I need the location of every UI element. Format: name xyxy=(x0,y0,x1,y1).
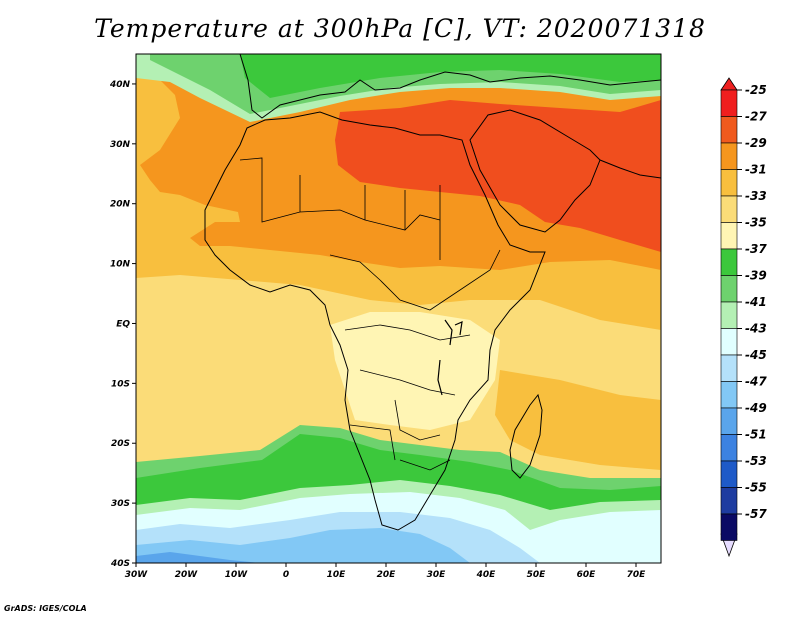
colorbar-label: -35 xyxy=(745,216,767,230)
colorbar-swatch xyxy=(720,381,738,409)
colorbar-label: -25 xyxy=(745,83,767,97)
colorbar-swatch xyxy=(720,275,738,303)
colorbar-label: -53 xyxy=(745,454,767,468)
lon-tick-label: 0 xyxy=(283,570,289,580)
colorbar-label: -45 xyxy=(745,348,767,362)
colorbar-swatch xyxy=(720,248,738,276)
colorbar-top-arrow xyxy=(720,77,738,91)
colorbar-label: -43 xyxy=(745,322,767,336)
country-borders xyxy=(239,157,501,471)
lat-tick-label: 20S xyxy=(111,439,130,449)
lon-tick-label: 20W xyxy=(175,570,199,580)
colorbar-label: -27 xyxy=(745,110,767,124)
colorbar-label: -55 xyxy=(745,481,767,495)
africa-coastline xyxy=(204,111,546,531)
lon-tick-label: 20E xyxy=(377,570,397,580)
colorbar-swatch xyxy=(720,195,738,223)
lon-tick-label: 30W xyxy=(125,570,149,580)
colorbar-swatch xyxy=(720,328,738,356)
colorbar-label: -49 xyxy=(745,401,767,415)
lon-tick-label: 60E xyxy=(577,570,597,580)
colorbar: -25 -27 -29 -31 -33 -35 -37 -39 -41 -43 -45 -47 -49 -… xyxy=(720,77,767,558)
lat-tick-label: 40S xyxy=(110,559,130,569)
lon-tick-label: 50E xyxy=(527,570,547,580)
colorbar-label: -37 xyxy=(745,242,767,256)
colorbar-label: -47 xyxy=(745,375,767,389)
field-band-blue-mid xyxy=(136,552,260,563)
colorbar-swatch xyxy=(720,487,738,515)
colorbar-swatch xyxy=(720,513,738,541)
lat-tick-label: 30S xyxy=(111,499,130,509)
inland-lakes xyxy=(437,319,463,396)
temperature-field xyxy=(136,54,661,563)
colorbar-swatch xyxy=(720,89,738,117)
colorbar-swatch xyxy=(720,222,738,250)
colorbar-label: -39 xyxy=(745,269,767,283)
colorbar-label: -41 xyxy=(745,295,767,309)
lat-tick-label: EQ xyxy=(116,319,130,329)
lat-tick-label: 20N xyxy=(110,200,131,210)
colorbar-swatch xyxy=(720,407,738,435)
lat-tick-label: 40N xyxy=(109,80,131,90)
colorbar-swatch xyxy=(720,434,738,462)
colorbar-label: -51 xyxy=(745,428,767,442)
map-title: Temperature at 300hPa [C], VT: 202007131… xyxy=(94,14,706,43)
colorbar-label: -31 xyxy=(745,163,767,177)
madagascar-coastline xyxy=(509,393,543,479)
footer-credit: GrADS: IGES/COLA xyxy=(4,604,87,613)
colorbar-swatch xyxy=(720,460,738,488)
colorbar-label: -57 xyxy=(745,507,767,521)
colorbar-swatch xyxy=(720,142,738,170)
field-band-pale xyxy=(330,312,500,430)
field-band-green-dark-north xyxy=(240,54,661,98)
europe-coastline xyxy=(239,54,661,119)
asia-coastline xyxy=(599,159,661,179)
lon-tick-label: 40E xyxy=(476,570,497,580)
map-frame xyxy=(135,53,662,564)
colorbar-swatch xyxy=(720,301,738,329)
latitude-axis: 40N 30N 20N 10N EQ 10S 20S 30S 40S xyxy=(109,80,136,569)
field-band-blue xyxy=(136,528,470,563)
coastlines xyxy=(204,54,661,531)
lon-tick-label: 10W xyxy=(225,570,249,580)
colorbar-label: -33 xyxy=(745,189,767,203)
longitude-axis: 30W 20W 10W 0 10E 20E 30E 40E 50E 60E 70E xyxy=(125,563,646,580)
colorbar-swatch xyxy=(720,354,738,382)
field-band-hot-core xyxy=(335,100,661,252)
lon-tick-label: 10E xyxy=(327,570,347,580)
lon-tick-label: 70E xyxy=(627,570,647,580)
lat-tick-label: 10S xyxy=(111,379,130,389)
colorbar-label: -29 xyxy=(745,136,767,150)
lon-tick-label: 30E xyxy=(427,570,447,580)
colorbar-swatch xyxy=(720,169,738,197)
lat-tick-label: 30N xyxy=(110,140,131,150)
lat-tick-label: 10N xyxy=(110,260,131,270)
arabia-coastline xyxy=(469,109,601,233)
colorbar-swatch xyxy=(720,116,738,144)
